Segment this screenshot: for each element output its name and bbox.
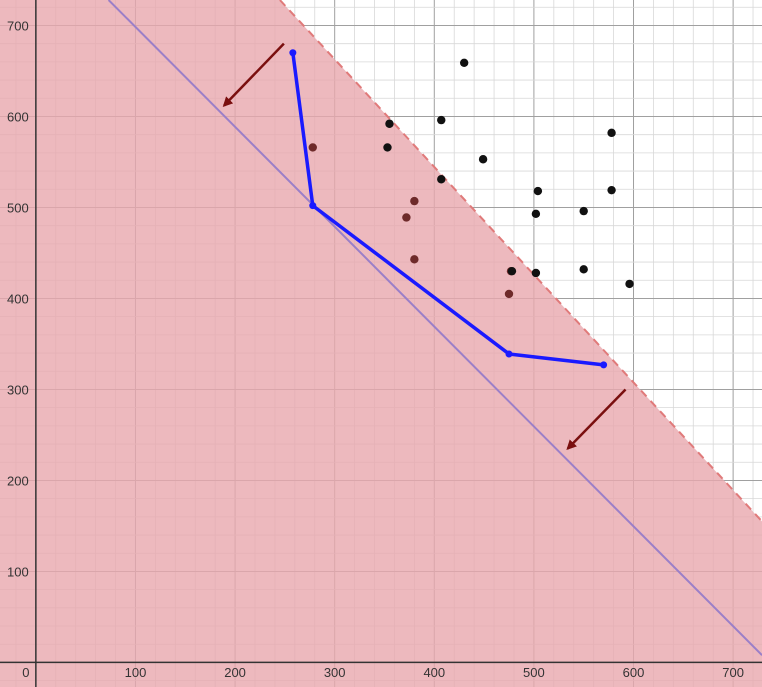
x-tick-label: 0 bbox=[22, 665, 29, 680]
frontier-point bbox=[289, 49, 297, 57]
y-tick-label: 300 bbox=[7, 382, 29, 397]
data-point-outside bbox=[459, 58, 469, 67]
y-tick-label: 600 bbox=[7, 109, 29, 124]
x-tick-label: 200 bbox=[224, 665, 246, 680]
data-point-outside bbox=[579, 206, 588, 216]
data-point-outside bbox=[607, 185, 616, 195]
data-point-outside bbox=[533, 186, 543, 196]
y-tick-label: 400 bbox=[7, 291, 29, 306]
objective-line bbox=[107, 0, 762, 656]
data-point-outside bbox=[385, 119, 394, 128]
arrows bbox=[222, 42, 627, 451]
constraint-boundary bbox=[279, 0, 762, 523]
tick-labels: 0 100 200 300 400 500 600 700 100 200 300 400 500 600… bbox=[7, 18, 744, 680]
data-point-outside bbox=[478, 155, 488, 164]
x-tick-label: 300 bbox=[324, 665, 346, 680]
data-point-inside bbox=[504, 289, 514, 299]
data-point-outside bbox=[607, 128, 616, 138]
data-point-outside bbox=[437, 175, 446, 184]
frontier-line bbox=[291, 52, 604, 367]
x-tick-label: 700 bbox=[722, 665, 744, 680]
data-point-outside bbox=[579, 265, 588, 274]
data-point-inside bbox=[410, 255, 419, 264]
data-point-inside bbox=[308, 143, 317, 152]
y-tick-label: 200 bbox=[7, 473, 29, 488]
direction-arrow bbox=[222, 42, 285, 107]
x-tick-label: 600 bbox=[623, 665, 645, 680]
data-points bbox=[289, 49, 634, 369]
boundary-line bbox=[279, 0, 762, 523]
y-tick-label: 700 bbox=[7, 18, 29, 33]
direction-arrow bbox=[566, 388, 627, 451]
data-point-outside bbox=[437, 115, 446, 125]
data-point-outside bbox=[383, 143, 392, 152]
data-point-outside bbox=[625, 279, 634, 289]
data-point-outside bbox=[531, 209, 541, 219]
reference-line bbox=[107, 0, 762, 656]
data-point-inside bbox=[402, 213, 411, 222]
frontier-point bbox=[505, 350, 513, 358]
frontier-point bbox=[309, 202, 317, 210]
data-point-inside bbox=[410, 196, 419, 206]
data-point-outside bbox=[531, 268, 541, 278]
y-tick-label: 500 bbox=[7, 200, 29, 215]
data-point-outside bbox=[507, 266, 517, 276]
x-tick-label: 400 bbox=[423, 665, 445, 680]
y-tick-label: 100 bbox=[7, 564, 29, 579]
frontier-path bbox=[291, 52, 604, 367]
x-tick-label: 500 bbox=[523, 665, 545, 680]
frontier-point bbox=[600, 361, 608, 369]
x-tick-label: 100 bbox=[125, 665, 147, 680]
